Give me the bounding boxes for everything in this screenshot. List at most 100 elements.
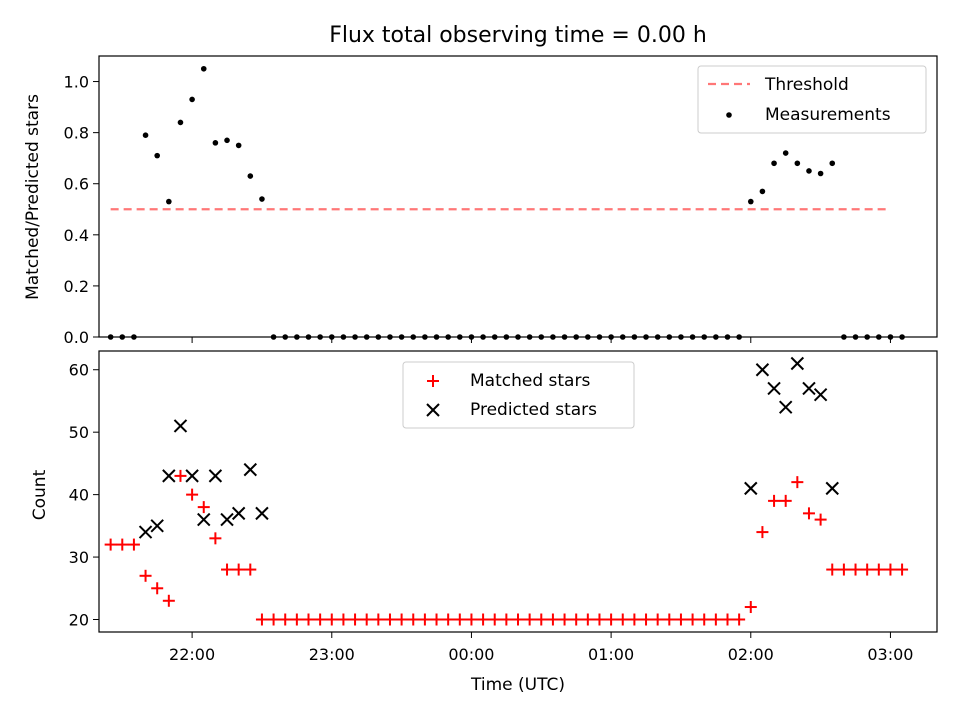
matched-star-point	[756, 526, 769, 539]
count-y-tick-label: 60	[69, 361, 89, 380]
matched-star-point	[744, 601, 757, 614]
predicted-star-point	[744, 481, 758, 496]
x-tick-label: 03:00	[867, 645, 913, 664]
matched-star-point	[628, 613, 641, 626]
matched-star-point	[558, 613, 571, 626]
matched-star-point	[360, 613, 373, 626]
count-panel: 22:00 23:00 00:00 01:00 02:00 03:00 20 30 40 50 60…	[30, 350, 938, 695]
matched-star-point	[267, 613, 280, 626]
matched-star-point	[733, 613, 746, 626]
measurement-point	[817, 170, 824, 177]
matched-star-point	[151, 582, 164, 595]
matched-star-point	[698, 613, 711, 626]
matched-star-point	[337, 613, 350, 626]
x-tick-label: 23:00	[309, 645, 355, 664]
matched-star-point	[314, 613, 327, 626]
matched-star-point	[302, 613, 315, 626]
predicted-star-point	[173, 419, 188, 433]
matched-star-point	[872, 563, 885, 576]
matched-star-point	[546, 613, 559, 626]
count-y-tick-label: 40	[69, 486, 89, 505]
count-legend: Matched stars Predicted stars	[402, 361, 635, 429]
matched-star-point	[186, 488, 199, 501]
matched-star-point	[523, 613, 536, 626]
matched-star-point	[896, 563, 909, 576]
matched-star-point	[814, 513, 827, 526]
measurement-point	[829, 160, 836, 167]
measurement-point	[259, 196, 265, 202]
measurement-point	[200, 65, 207, 72]
matched-star-point	[500, 613, 513, 626]
measurement-point	[794, 160, 801, 167]
matched-star-point	[430, 613, 443, 626]
measurement-point	[166, 198, 172, 205]
matched-star-point	[418, 613, 431, 626]
predicted-star-point	[255, 506, 269, 521]
count-y-axis-label: Count	[30, 469, 50, 520]
matched-star-point	[826, 563, 839, 576]
matched-star-point	[162, 594, 175, 607]
matched-star-point	[325, 613, 338, 626]
predicted-star-point	[790, 356, 805, 371]
predicted-star-point	[825, 481, 839, 496]
matched-star-point	[535, 613, 548, 626]
measurement-point	[247, 173, 254, 179]
predicted-star-point	[231, 506, 246, 521]
ratio-y-tick-label: 1.0	[64, 73, 89, 92]
matched-star-point	[279, 613, 292, 626]
x-tick-label: 01:00	[588, 645, 634, 664]
measurement-point	[782, 150, 789, 156]
predicted-star-point	[802, 381, 816, 396]
matched-star-point	[349, 613, 362, 626]
predicted-star-point	[138, 525, 153, 539]
matched-star-point	[290, 613, 303, 626]
matched-star-point	[465, 613, 478, 626]
matched-star-point	[383, 613, 396, 626]
ratio-y-tick-label: 0.6	[64, 175, 89, 194]
matched-star-point	[174, 469, 187, 482]
count-y-tick-label: 50	[69, 423, 89, 442]
predicted-legend-label: Predicted stars	[470, 400, 597, 420]
x-tick-label: 22:00	[169, 645, 215, 664]
matched-star-point	[837, 563, 850, 576]
x-axis-label: Time (UTC)	[470, 675, 565, 695]
matched-star-point	[570, 613, 583, 626]
x-tick-label: 02:00	[728, 645, 774, 664]
threshold-legend-label: Threshold	[764, 75, 849, 95]
ratio-legend-box	[697, 65, 927, 134]
matched-legend-swatch	[427, 375, 439, 387]
matched-star-point	[139, 569, 152, 582]
chart-title: Flux total observing time = 0.00 h	[329, 23, 707, 48]
matched-star-point	[779, 494, 792, 507]
matched-star-point	[651, 613, 664, 626]
predicted-legend-swatch	[426, 403, 440, 417]
ratio-panel-frame	[98, 55, 938, 338]
matched-star-point	[197, 501, 210, 514]
measurements-legend-label: Measurements	[765, 105, 891, 125]
count-panel-frame	[98, 350, 938, 633]
matched-star-point	[512, 613, 524, 626]
matched-star-point	[802, 507, 815, 520]
predicted-star-point	[755, 363, 770, 377]
matched-star-point	[686, 613, 699, 626]
measurement-point	[212, 140, 219, 146]
ratio-panel-marks	[107, 65, 905, 340]
matched-star-point	[791, 476, 804, 489]
matched-star-point	[663, 613, 676, 626]
predicted-star-point	[767, 381, 781, 396]
measurement-point	[177, 119, 184, 126]
ratio-y-tick-label: 0.2	[64, 277, 89, 296]
ratio-y-tick-label: 0.0	[64, 328, 89, 347]
predicted-star-point	[220, 512, 234, 527]
measurement-point	[747, 198, 754, 205]
predicted-star-point	[243, 462, 258, 477]
matched-star-point	[453, 613, 466, 626]
predicted-star-point	[813, 388, 828, 402]
matched-star-point	[581, 613, 594, 626]
predicted-star-point	[778, 400, 793, 414]
matched-star-point	[488, 613, 501, 626]
ratio-y-axis-label: Matched/Predicted stars	[23, 94, 43, 300]
ratio-y-tick-label: 0.4	[64, 226, 89, 245]
measurement-point	[759, 188, 766, 195]
measurement-point	[154, 152, 160, 159]
